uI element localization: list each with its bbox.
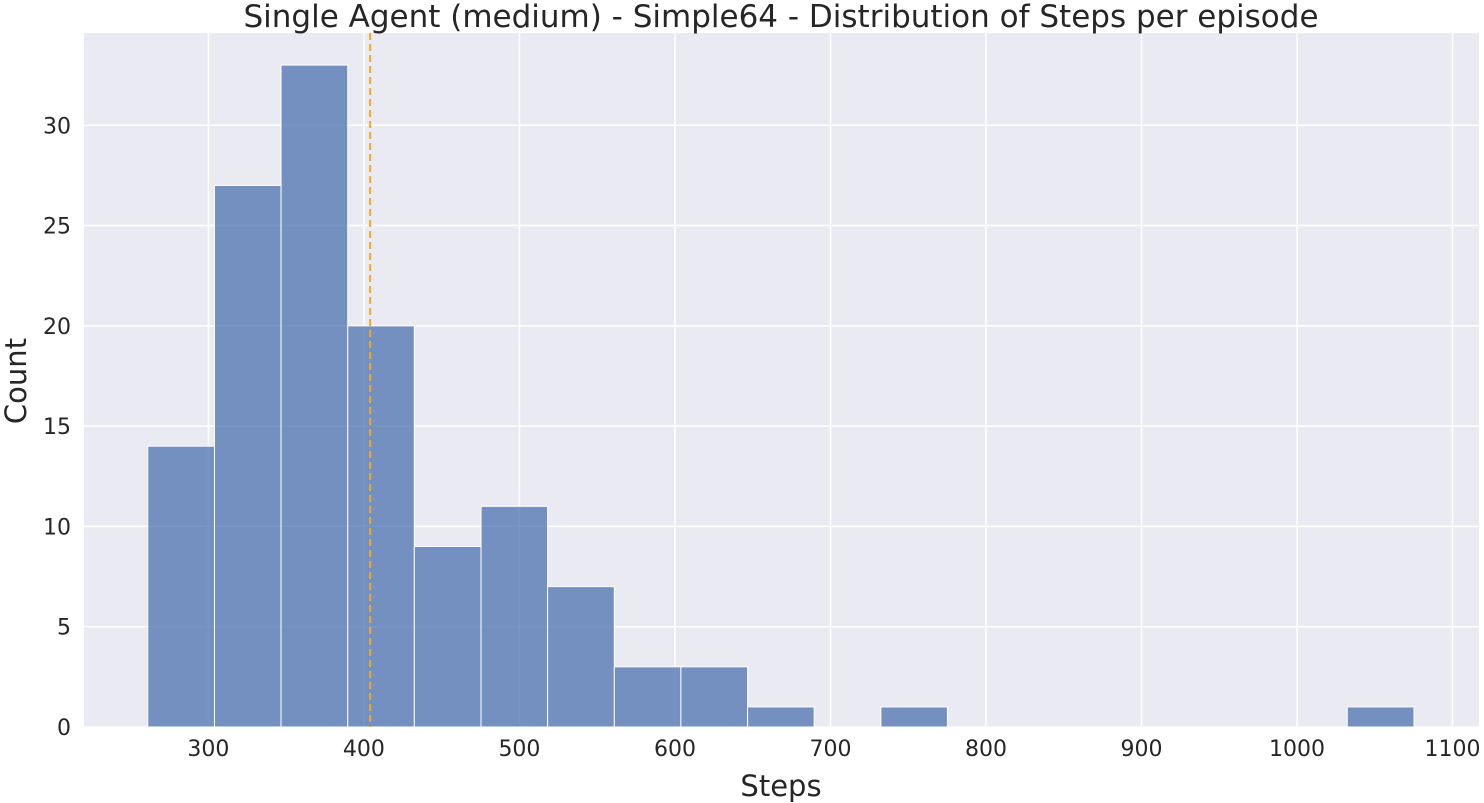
chart-title: Single Agent (medium) - Simple64 - Distr…: [243, 0, 1318, 35]
x-tick-labels: 300 400 500 600 700 800 900 1000 1100: [187, 737, 1480, 762]
histogram-bar: [480, 505, 549, 728]
x-tick-label: 500: [498, 737, 540, 762]
x-tick-label: 600: [654, 737, 696, 762]
x-tick-label: 900: [1121, 737, 1163, 762]
y-tick-label: 20: [43, 315, 71, 340]
histogram-bar: [547, 586, 615, 728]
histogram-bar: [613, 666, 682, 728]
histogram-bar: [213, 184, 282, 728]
y-tick-label: 15: [43, 415, 71, 440]
x-tick-label: 300: [187, 737, 229, 762]
histogram-bar: [347, 325, 415, 728]
x-axis-label: Steps: [740, 769, 821, 803]
x-tick-label: 1100: [1425, 737, 1481, 762]
x-tick-label: 800: [965, 737, 1007, 762]
histogram-bar: [680, 666, 749, 728]
histogram-bar: [280, 64, 349, 728]
y-tick-label: 10: [43, 515, 71, 540]
bars: [147, 64, 1415, 728]
histogram-bar: [1346, 706, 1415, 728]
histogram-bar: [880, 706, 948, 728]
histogram-bar: [147, 445, 215, 728]
y-tick-label: 0: [57, 716, 71, 741]
x-tick-label: 700: [809, 737, 851, 762]
y-tick-labels: 0 5 10 15 20 25 30: [43, 114, 71, 741]
y-tick-label: 30: [43, 114, 71, 139]
histogram-bar: [413, 545, 482, 728]
x-tick-label: 1000: [1269, 737, 1325, 762]
y-axis-label: Count: [0, 338, 33, 424]
histogram-bar: [747, 706, 815, 728]
y-tick-label: 25: [43, 215, 71, 240]
y-tick-label: 5: [57, 616, 71, 641]
x-tick-label: 400: [343, 737, 385, 762]
